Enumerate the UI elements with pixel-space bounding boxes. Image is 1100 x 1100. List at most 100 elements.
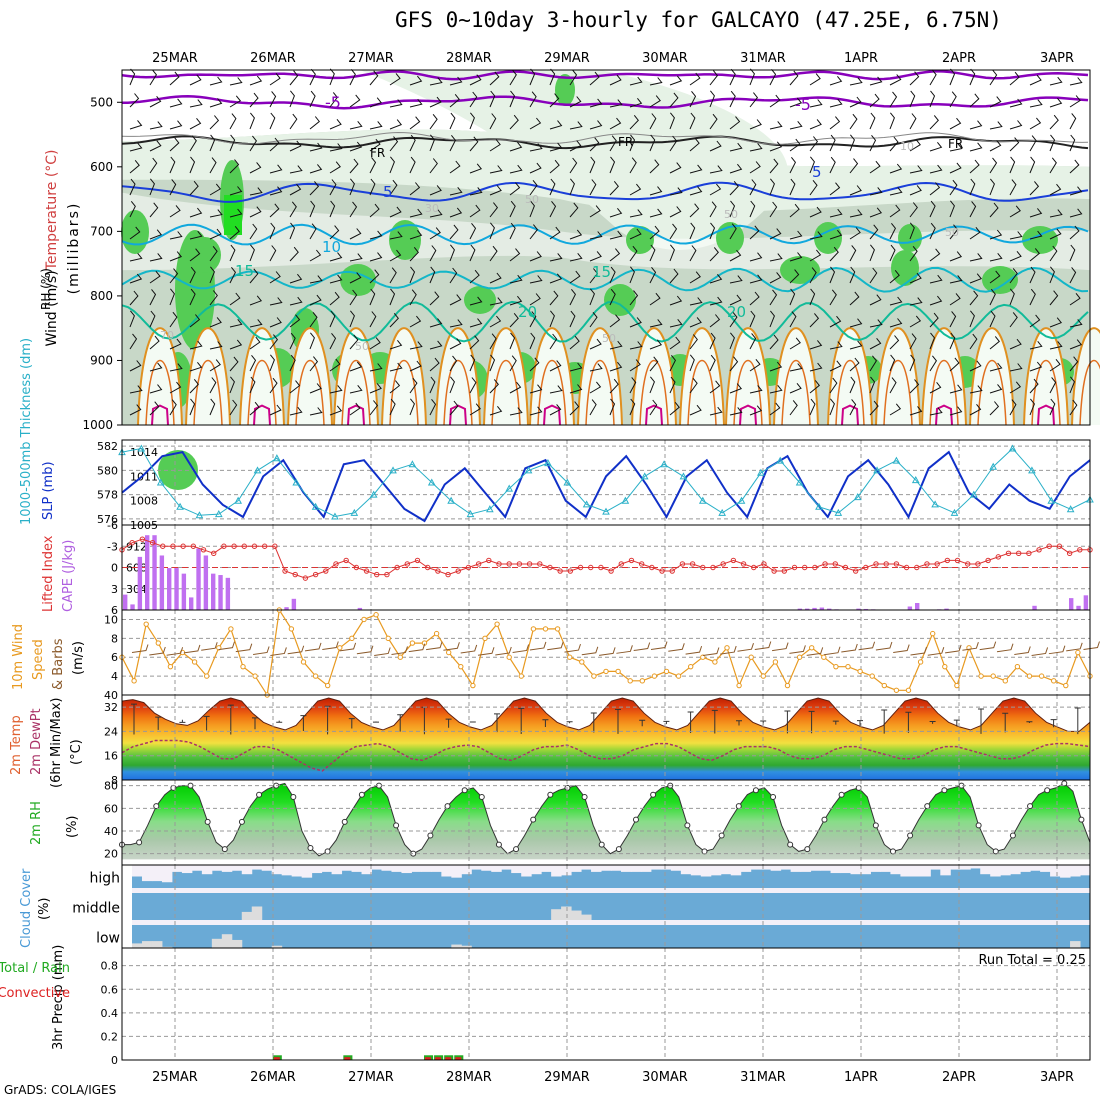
wind-barb <box>189 135 197 152</box>
li-point <box>537 561 543 567</box>
wind-barb <box>875 641 893 651</box>
wind-barb <box>709 165 723 174</box>
precip-tick-label: 0.8 <box>101 960 119 973</box>
wind-barb <box>509 141 523 152</box>
wind-barb <box>829 98 843 108</box>
wind-barb <box>269 72 281 86</box>
precip-convective-bar <box>445 1057 452 1060</box>
wind-barb <box>1029 208 1043 218</box>
cloud-gap <box>1070 865 1081 877</box>
wind-barb <box>989 157 998 174</box>
rh-high-blob <box>780 256 820 284</box>
li-point <box>557 568 563 574</box>
top-day-label: 31MAR <box>740 51 786 66</box>
wind-barb <box>1009 363 1023 372</box>
wind-barb <box>469 91 478 108</box>
wind-barb <box>649 186 663 196</box>
rh-point <box>907 832 914 839</box>
li-point <box>649 564 655 571</box>
wind-barb <box>629 359 641 372</box>
wind-barb <box>609 74 622 86</box>
wind-barb <box>289 246 299 262</box>
isotherm-25-loop <box>875 327 921 426</box>
wind-barb <box>737 643 754 652</box>
cloud-gap <box>361 865 372 875</box>
wind-barb <box>749 252 763 262</box>
wind-barb <box>369 252 383 262</box>
cloud-row-label: middle <box>72 901 120 917</box>
cloud-gap <box>291 865 303 877</box>
wind-barb <box>389 99 403 108</box>
wind-barb <box>249 162 262 174</box>
wind-barb <box>169 363 183 372</box>
wind-barb <box>489 354 496 372</box>
top-day-label: 3APR <box>1040 51 1074 66</box>
li-point <box>363 568 370 574</box>
li-point <box>669 568 675 574</box>
wind-speed-point <box>143 621 149 627</box>
wind-barb <box>149 384 163 394</box>
top-day-label: 25MAR <box>152 51 198 66</box>
wind-barb <box>1029 378 1039 394</box>
wind-speed-point <box>1002 678 1008 684</box>
wind-barb <box>529 357 540 372</box>
li-point <box>414 557 421 564</box>
wind-barb <box>309 200 316 218</box>
minmax-whisker <box>566 721 573 724</box>
cloud-gap <box>441 865 452 877</box>
rh-point <box>427 832 434 839</box>
wind-barb <box>209 317 222 328</box>
wind-barb <box>489 333 497 350</box>
cloud-gap <box>541 865 552 872</box>
wind-barb <box>309 181 320 196</box>
wind-barb <box>749 200 756 218</box>
wind-barb <box>649 376 655 394</box>
cape-bar <box>225 577 231 610</box>
isotherm-30-loop <box>341 359 371 426</box>
wind-barb <box>449 207 463 218</box>
wind-barb <box>649 113 657 130</box>
isotherm-25-loop <box>969 327 1015 426</box>
wind-barb <box>809 99 823 108</box>
wind-barb <box>449 244 455 262</box>
rh-point <box>838 791 845 798</box>
wind-barb <box>269 245 277 262</box>
wind-barb <box>549 253 563 262</box>
minmax-whisker <box>905 711 912 733</box>
wind-barb <box>209 266 215 284</box>
wind-barb <box>841 643 858 653</box>
wind-barb <box>789 382 802 394</box>
rh-tick-label: 80 <box>104 780 118 793</box>
precip-convective-label: Convective <box>0 986 70 1001</box>
wind-barb <box>131 644 149 653</box>
cloud-gap <box>311 865 323 874</box>
wind-barb <box>569 401 580 416</box>
thickness-point <box>718 508 727 516</box>
cloud-gap <box>1010 865 1021 875</box>
cloud-gap <box>870 865 881 872</box>
wind-barb <box>489 405 503 416</box>
li-point <box>343 557 349 564</box>
dewpoint-line <box>121 739 1091 772</box>
wind-barb <box>789 288 796 306</box>
wind-barb <box>169 338 182 350</box>
wind-barb <box>449 160 461 174</box>
wind-barb <box>169 381 182 394</box>
wind-barb <box>304 642 322 652</box>
cloud-gap <box>501 865 512 870</box>
wind-barb <box>409 229 423 240</box>
wind-barb <box>149 335 160 350</box>
wind-barb <box>449 112 456 130</box>
top-day-label: 2APR <box>942 51 976 66</box>
wind-barb <box>509 407 523 416</box>
wind-barb <box>449 294 462 306</box>
precip-tick-label: 0 <box>111 1054 118 1067</box>
cape-bar <box>203 555 209 610</box>
thickness-tick-label: 576 <box>97 513 118 526</box>
wind-barb <box>529 200 535 218</box>
rh-point <box>1078 816 1085 823</box>
wind-barb <box>409 182 421 196</box>
cloud-gap <box>900 865 911 877</box>
wind-barb <box>849 318 863 328</box>
wind-speed-point <box>712 659 718 665</box>
